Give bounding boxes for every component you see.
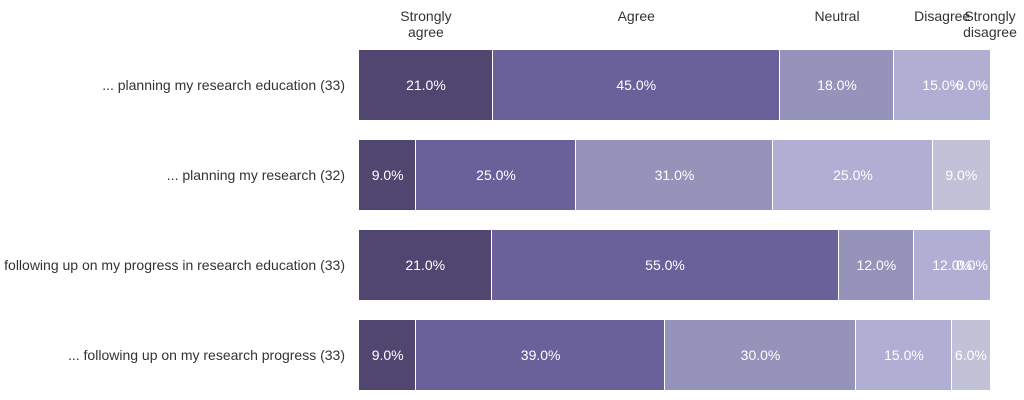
header-label-line: Agree	[617, 8, 655, 24]
data-label: 21.0%	[406, 77, 446, 93]
data-label: 25.0%	[476, 167, 516, 183]
bar-segment	[779, 50, 895, 120]
header-label-line: Strongly	[964, 8, 1016, 24]
data-label: 9.0%	[371, 167, 404, 183]
data-label: 31.0%	[654, 167, 695, 183]
header-label-3: Disagree	[914, 8, 970, 24]
header-label-0: Strongly agree	[400, 8, 451, 40]
bar-segment	[914, 230, 990, 300]
bar-segment	[932, 140, 990, 210]
bar-segment	[951, 320, 990, 390]
row-label: ... planning my research education (33)	[102, 77, 345, 93]
bar-segment	[359, 320, 417, 390]
data-label: 0.0%	[956, 77, 988, 93]
data-label: 6.0%	[954, 347, 987, 363]
row-label: following up on my progress in research …	[4, 257, 345, 273]
row-label: ... planning my research (32)	[166, 167, 345, 183]
header-label-1: Agree	[618, 8, 655, 24]
bar-segment	[416, 140, 576, 210]
data-label: 9.0%	[371, 347, 404, 363]
data-label: 45.0%	[616, 77, 657, 93]
data-label: 55.0%	[645, 257, 685, 273]
data-label: 12.0%	[932, 257, 972, 273]
data-label: 15.0%	[884, 347, 924, 363]
bar-segment	[664, 320, 857, 390]
header-label-line: Neutral	[814, 8, 860, 24]
bar-segment	[492, 50, 780, 120]
header-label-4: Strongly disagree	[963, 8, 1017, 40]
header-label-line: disagree	[963, 24, 1017, 40]
bar-segment	[491, 230, 839, 300]
data-label: 9.0%	[945, 167, 978, 183]
data-label: 30.0%	[740, 347, 781, 363]
header-label-2: Neutral	[814, 8, 859, 24]
data-label: 0.0%	[956, 257, 988, 273]
data-label: 21.0%	[405, 257, 446, 273]
bar-segment	[838, 230, 915, 300]
bar-segment	[359, 140, 417, 210]
header-label-line: Disagree	[914, 8, 971, 24]
data-label: 15.0%	[922, 77, 963, 93]
data-label: 12.0%	[856, 257, 897, 273]
bar-segment	[894, 50, 990, 120]
header-label-line: Strongly	[400, 8, 452, 24]
bar-segment	[359, 50, 493, 120]
bar-segment	[856, 320, 952, 390]
data-label: 25.0%	[833, 167, 873, 183]
data-label: 18.0%	[817, 77, 857, 93]
data-label: 39.0%	[520, 347, 561, 363]
bar-segment	[416, 320, 665, 390]
bar-segment	[359, 230, 492, 300]
row-label: ... following up on my research progress…	[67, 347, 345, 363]
bar-segment	[773, 140, 933, 210]
bar-segment	[575, 140, 774, 210]
header-label-line: agree	[408, 24, 444, 40]
